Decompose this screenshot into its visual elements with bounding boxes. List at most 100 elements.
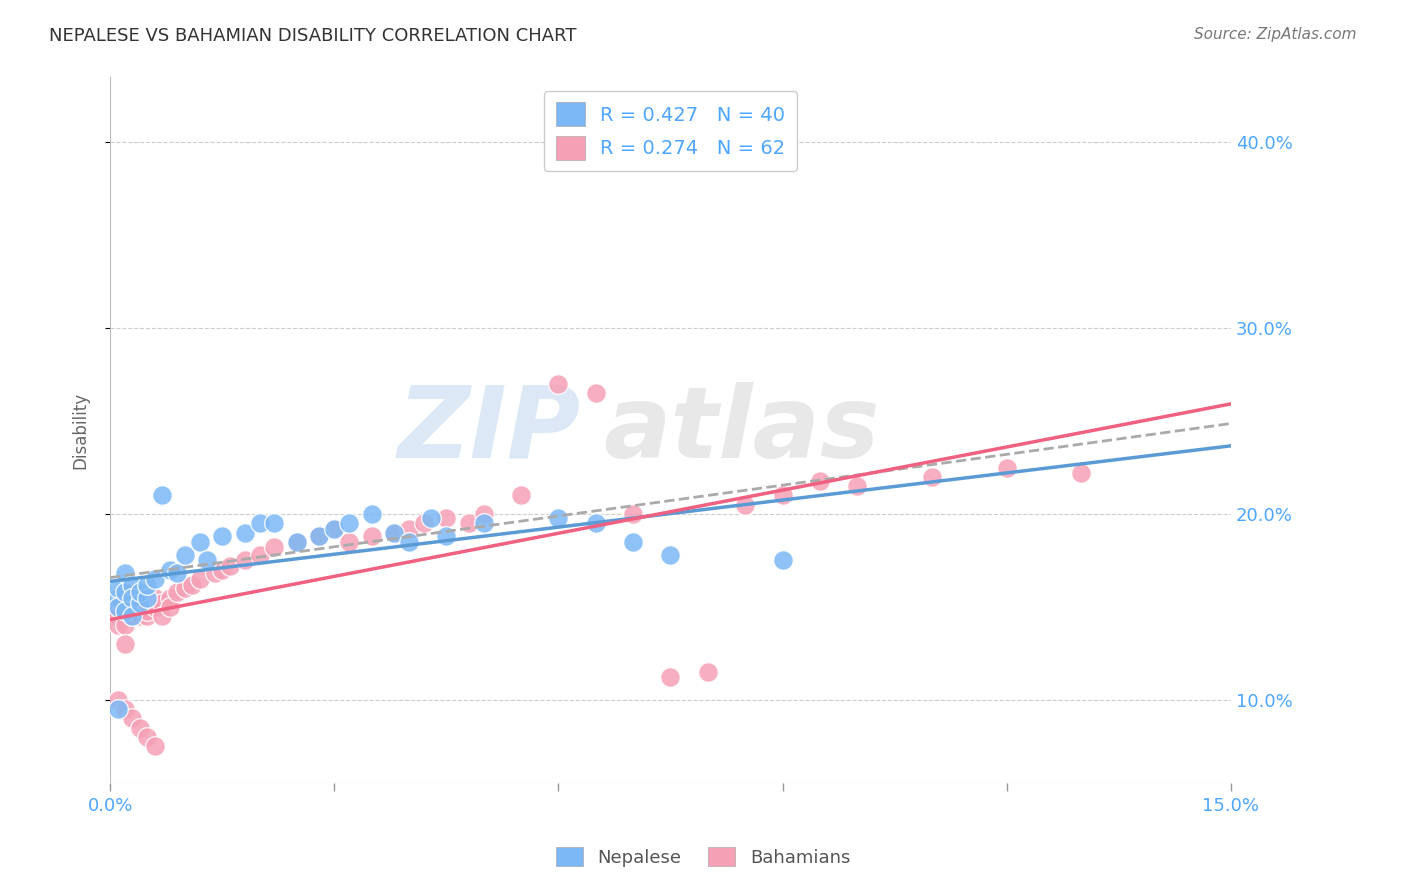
Point [659,671,682,685]
Point [337,516,360,531]
Point [166,585,188,599]
Text: NEPALESE VS BAHAMIAN DISABILITY CORRELATION CHART: NEPALESE VS BAHAMIAN DISABILITY CORRELAT… [49,27,576,45]
Point [211,563,233,577]
Point [159,591,181,605]
Point [173,582,195,596]
Point [136,596,159,610]
Point [337,534,360,549]
Point [585,516,607,531]
Point [547,510,569,524]
Point [412,516,434,531]
Point [107,692,129,706]
Point [107,702,129,716]
Point [398,522,420,536]
Point [772,553,794,567]
Point [143,572,166,586]
Point [107,599,129,614]
Point [808,474,831,488]
Point [129,596,152,610]
Point [218,559,240,574]
Point [285,534,308,549]
Point [382,525,405,540]
Point [696,665,718,679]
Point [121,711,143,725]
Point [150,596,173,610]
Point [772,488,794,502]
Point [547,376,569,391]
Point [114,604,136,618]
Point [143,591,166,605]
Point [121,609,143,624]
Point [188,534,211,549]
Text: atlas: atlas [603,382,880,479]
Point [114,618,136,632]
Point [921,470,943,484]
Point [107,591,129,605]
Y-axis label: Disability: Disability [72,392,89,469]
Point [846,479,869,493]
Point [107,582,129,596]
Point [204,566,226,581]
Point [129,599,152,614]
Point [136,730,159,744]
Point [434,510,457,524]
Point [308,529,330,543]
Point [382,525,405,540]
Point [621,507,644,521]
Point [285,534,308,549]
Point [121,591,143,605]
Point [136,591,159,605]
Point [166,566,188,581]
Point [195,553,218,567]
Point [434,529,457,543]
Point [420,510,443,524]
Point [659,548,682,562]
Point [472,507,495,521]
Point [181,577,204,591]
Point [114,604,136,618]
Point [734,498,756,512]
Point [136,604,159,618]
Legend: Nepalese, Bahamians: Nepalese, Bahamians [548,840,858,874]
Point [107,599,129,614]
Text: ZIP: ZIP [398,382,581,479]
Point [129,609,152,624]
Point [249,548,271,562]
Point [1070,466,1092,480]
Point [263,541,285,555]
Point [143,739,166,754]
Point [323,522,346,536]
Legend: R = 0.427   N = 40, R = 0.274   N = 62: R = 0.427 N = 40, R = 0.274 N = 62 [544,91,797,171]
Point [121,585,143,599]
Point [308,529,330,543]
Point [173,548,195,562]
Point [233,525,256,540]
Point [360,507,382,521]
Point [323,522,346,536]
Point [249,516,271,531]
Point [114,566,136,581]
Point [129,591,152,605]
Point [136,577,159,591]
Point [150,488,173,502]
Point [159,599,181,614]
Point [129,721,152,735]
Point [121,609,143,624]
Point [263,516,285,531]
Point [121,577,143,591]
Point [510,488,533,502]
Point [188,572,211,586]
Point [159,563,181,577]
Point [398,534,420,549]
Point [150,609,173,624]
Point [457,516,479,531]
Point [233,553,256,567]
Point [114,702,136,716]
Point [585,386,607,401]
Point [114,637,136,651]
Point [360,529,382,543]
Point [211,529,233,543]
Point [143,599,166,614]
Point [121,596,143,610]
Point [107,609,129,624]
